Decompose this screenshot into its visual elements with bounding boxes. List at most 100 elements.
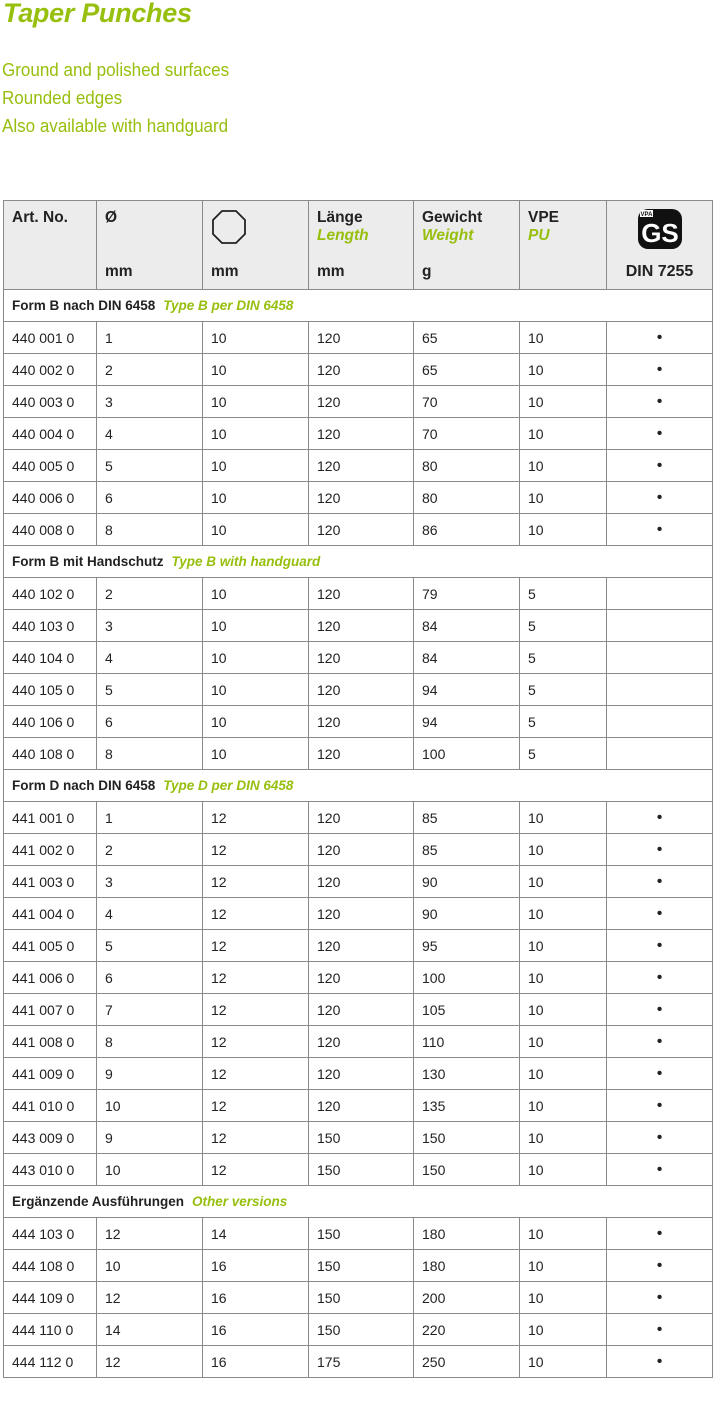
section-title-en: Type B per DIN 6458 (163, 298, 294, 313)
cell-octagon-size: 10 (202, 353, 309, 386)
cell-diameter: 9 (96, 1057, 203, 1090)
feature-item: Also available with handguard (2, 115, 229, 136)
section-title-de: Form B nach DIN 6458 (12, 298, 156, 313)
table-row: 440 104 0 4 10 120 84 5 (3, 641, 713, 674)
cell-art-no: 440 105 0 (3, 673, 97, 706)
cell-length: 120 (308, 801, 414, 834)
section-row: Form D nach DIN 6458 Type D per DIN 6458 (3, 769, 713, 802)
cell-octagon-size: 10 (202, 737, 309, 770)
table-row: 440 003 0 3 10 120 70 10 • (3, 385, 713, 418)
cell-diameter: 5 (96, 929, 203, 962)
cell-octagon-size: 10 (202, 705, 309, 738)
cell-gs: • (606, 1313, 713, 1346)
cell-diameter: 1 (96, 801, 203, 834)
cell-weight: 70 (413, 385, 520, 418)
cell-length: 120 (308, 353, 414, 386)
col-label-en: Weight (422, 227, 474, 244)
cell-gs (606, 737, 713, 770)
gs-logo-small-text: VPA (640, 212, 653, 218)
cell-diameter: 5 (96, 449, 203, 482)
cell-diameter: 3 (96, 385, 203, 418)
col-label: Gewicht (422, 209, 483, 226)
cell-octagon-size: 12 (202, 1025, 309, 1058)
cell-length: 120 (308, 577, 414, 610)
col-label-en: Length (317, 227, 369, 244)
cell-pu: 10 (519, 929, 607, 962)
table-row: 441 008 0 8 12 120 110 10 • (3, 1025, 713, 1058)
cell-diameter: 1 (96, 321, 203, 354)
cell-length: 120 (308, 993, 414, 1026)
cell-gs: • (606, 1121, 713, 1154)
cell-length: 120 (308, 1057, 414, 1090)
page-title: Taper Punches (3, 0, 192, 28)
section-row: Form B mit Handschutz Type B with handgua… (3, 545, 713, 578)
cell-weight: 65 (413, 353, 520, 386)
cell-diameter: 8 (96, 1025, 203, 1058)
cell-diameter: 8 (96, 737, 203, 770)
cell-diameter: 10 (96, 1153, 203, 1186)
cell-diameter: 6 (96, 961, 203, 994)
col-gs: VPA GS DIN 7255 (606, 200, 713, 290)
cell-weight: 220 (413, 1313, 520, 1346)
cell-art-no: 440 108 0 (3, 737, 97, 770)
cell-art-no: 440 001 0 (3, 321, 97, 354)
cell-gs: • (606, 801, 713, 834)
cell-weight: 105 (413, 993, 520, 1026)
table-row: 444 108 0 10 16 150 180 10 • (3, 1249, 713, 1282)
cell-weight: 95 (413, 929, 520, 962)
cell-length: 150 (308, 1281, 414, 1314)
table-row: 443 010 0 10 12 150 150 10 • (3, 1153, 713, 1186)
cell-gs: • (606, 417, 713, 450)
cell-gs (606, 577, 713, 610)
section-title-en: Type B with handguard (171, 554, 321, 569)
cell-weight: 80 (413, 481, 520, 514)
cell-length: 120 (308, 865, 414, 898)
cell-diameter: 12 (96, 1281, 203, 1314)
cell-art-no: 444 112 0 (3, 1345, 97, 1378)
cell-pu: 10 (519, 1057, 607, 1090)
cell-diameter: 10 (96, 1249, 203, 1282)
cell-octagon-size: 12 (202, 1121, 309, 1154)
cell-pu: 5 (519, 577, 607, 610)
section-title: Form B mit Handschutz Type B with handgua… (3, 545, 713, 578)
din-label: DIN 7255 (625, 263, 694, 280)
cell-octagon-size: 12 (202, 1057, 309, 1090)
col-art-no: Art. No. (3, 200, 97, 290)
cell-length: 120 (308, 929, 414, 962)
col-label: Länge (317, 209, 363, 226)
cell-gs: • (606, 929, 713, 962)
cell-octagon-size: 10 (202, 481, 309, 514)
cell-weight: 250 (413, 1345, 520, 1378)
cell-art-no: 443 009 0 (3, 1121, 97, 1154)
cell-weight: 180 (413, 1217, 520, 1250)
cell-art-no: 444 110 0 (3, 1313, 97, 1346)
cell-pu: 10 (519, 1153, 607, 1186)
cell-gs: • (606, 1153, 713, 1186)
table-row: 441 009 0 9 12 120 130 10 • (3, 1057, 713, 1090)
cell-length: 120 (308, 449, 414, 482)
cell-gs: • (606, 1217, 713, 1250)
cell-pu: 10 (519, 865, 607, 898)
cell-weight: 100 (413, 737, 520, 770)
table-row: 441 003 0 3 12 120 90 10 • (3, 865, 713, 898)
cell-art-no: 440 003 0 (3, 385, 97, 418)
cell-gs (606, 641, 713, 674)
section-title-de: Form B mit Handschutz (12, 554, 164, 569)
cell-length: 150 (308, 1153, 414, 1186)
cell-length: 150 (308, 1121, 414, 1154)
cell-length: 120 (308, 737, 414, 770)
cell-art-no: 441 003 0 (3, 865, 97, 898)
cell-octagon-size: 12 (202, 1089, 309, 1122)
col-weight: Gewicht Weight g (413, 200, 520, 290)
cell-length: 150 (308, 1249, 414, 1282)
table-row: 441 006 0 6 12 120 100 10 • (3, 961, 713, 994)
table-row: 441 001 0 1 12 120 85 10 • (3, 801, 713, 834)
cell-weight: 90 (413, 865, 520, 898)
section-title-de: Form D nach DIN 6458 (12, 778, 156, 793)
cell-pu: 10 (519, 513, 607, 546)
cell-octagon-size: 10 (202, 417, 309, 450)
section-title-en: Type D per DIN 6458 (163, 778, 294, 793)
cell-octagon-size: 10 (202, 673, 309, 706)
table-row: 441 005 0 5 12 120 95 10 • (3, 929, 713, 962)
